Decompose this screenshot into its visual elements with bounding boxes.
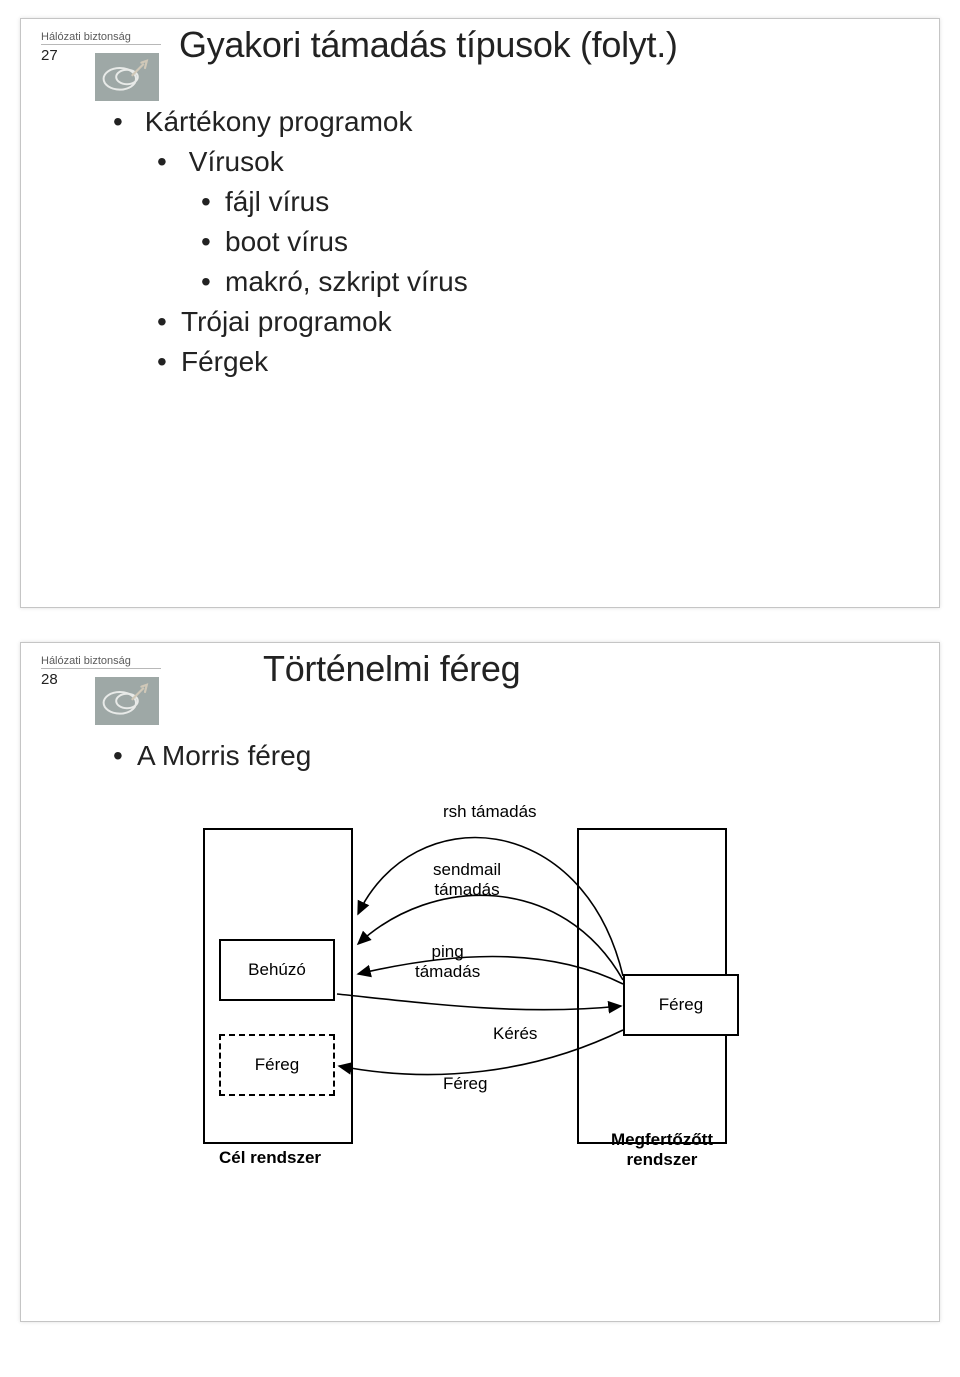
ping-label: ping támadás	[415, 942, 480, 981]
sendmail-label: sendmail támadás	[433, 860, 501, 899]
loader-box: Behúzó	[219, 939, 335, 1001]
bullet-text: Kártékony programok	[145, 106, 413, 137]
slide-title: Történelmi féreg	[263, 648, 927, 690]
paperclip-icon	[100, 681, 154, 721]
morris-worm-diagram: Behúzó Féreg Féreg rsh támadás sendmail …	[203, 784, 743, 1184]
infected-line1: Megfertőzőtt	[611, 1130, 713, 1149]
bullet-l1: Kártékony programok Vírusok fájl vírus b…	[113, 106, 927, 378]
worm-box-label: Féreg	[659, 995, 703, 1015]
bullet-text: boot vírus	[225, 226, 348, 257]
bullet-text: A Morris féreg	[137, 740, 311, 771]
slide-header-label: Hálózati biztonság	[41, 655, 161, 669]
slide-icon	[95, 677, 159, 725]
worm-dashed-label: Féreg	[255, 1055, 299, 1075]
worm-box: Féreg	[623, 974, 739, 1036]
bullet-trojai: Trójai programok	[157, 306, 927, 338]
keres-label: Kérés	[493, 1024, 537, 1044]
target-system-label: Cél rendszer	[219, 1148, 321, 1168]
sendmail-line1: sendmail	[433, 860, 501, 879]
ping-line2: támadás	[415, 962, 480, 981]
bullet-makro: makró, szkript vírus	[201, 266, 927, 298]
slide-28: Hálózati biztonság 28 Történelmi féreg A…	[20, 642, 940, 1322]
infected-system-label: Megfertőzőtt rendszer	[611, 1130, 713, 1169]
bullet-virusok: Vírusok fájl vírus boot vírus makró, szk…	[157, 146, 927, 298]
paperclip-icon	[100, 57, 154, 97]
sendmail-line2: támadás	[434, 880, 499, 899]
slide-icon	[95, 53, 159, 101]
slide-header-label: Hálózati biztonság	[41, 31, 161, 45]
bullet-morris: A Morris féreg	[113, 740, 927, 772]
bullet-text: Vírusok	[189, 146, 284, 177]
bullet-fajlvirus: fájl vírus	[201, 186, 927, 218]
ping-line1: ping	[432, 942, 464, 961]
bullet-text: fájl vírus	[225, 186, 329, 217]
bullet-bootvirus: boot vírus	[201, 226, 927, 258]
page-container: Hálózati biztonság 27 Gyakori támadás tí…	[0, 0, 960, 1340]
worm-dashed-box: Féreg	[219, 1034, 335, 1096]
slide-27: Hálózati biztonság 27 Gyakori támadás tí…	[20, 18, 940, 608]
bullet-text: Trójai programok	[181, 306, 392, 337]
slide-body: Kártékony programok Vírusok fájl vírus b…	[113, 106, 927, 400]
bullet-fergek: Férgek	[157, 346, 927, 378]
rsh-label: rsh támadás	[443, 802, 537, 822]
fereg-arrow-label: Féreg	[443, 1074, 487, 1094]
bullet-text: makró, szkript vírus	[225, 266, 468, 297]
loader-label: Behúzó	[248, 960, 306, 980]
bullet-text: Férgek	[181, 346, 268, 377]
slide-title: Gyakori támadás típusok (folyt.)	[179, 24, 927, 66]
slide-body: A Morris féreg Behúzó Féreg Féreg	[113, 740, 927, 1198]
infected-line2: rendszer	[627, 1150, 698, 1169]
